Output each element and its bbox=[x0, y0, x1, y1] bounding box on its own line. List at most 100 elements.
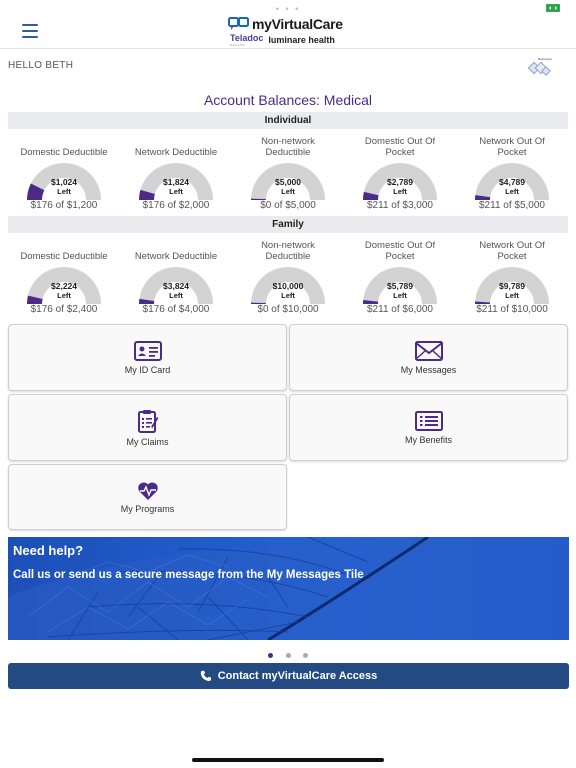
contact-access-button[interactable]: Contact myVirtualCare Access bbox=[8, 663, 569, 689]
gauge-label: Domestic Out Of Pocket bbox=[364, 136, 436, 158]
gauge-used-text: $211 of $3,000 bbox=[367, 200, 433, 211]
gauge-remaining-amount: $4,789 bbox=[499, 177, 525, 187]
gauge-arc bbox=[363, 267, 437, 304]
carousel-dot-3[interactable] bbox=[302, 653, 308, 658]
gauge-left-label: Left bbox=[57, 291, 71, 300]
gauge-label: Domestic Deductible bbox=[20, 251, 108, 262]
gauge-label: Network Deductible bbox=[134, 147, 218, 158]
gauge-fill bbox=[363, 299, 379, 304]
gauge-left-label: Left bbox=[281, 187, 295, 196]
gauge-arc bbox=[363, 163, 437, 200]
teladoc-logo: Teladoc HEALTH bbox=[230, 33, 264, 47]
gauge-fill bbox=[475, 301, 491, 304]
gauge-left-label: Left bbox=[169, 187, 183, 196]
gauge-used-text: $0 of $5,000 bbox=[260, 200, 316, 211]
carousel-indicators bbox=[0, 645, 576, 663]
family-gauge-1: Domestic Deductible $2,224 Left $176 of $2,… bbox=[8, 234, 120, 320]
gauge-fill bbox=[363, 191, 379, 200]
individual-gauge-3: Non-network Deductible $5,000 Left $0 of $5… bbox=[232, 130, 344, 216]
claims-tile[interactable]: My Claims bbox=[8, 394, 287, 461]
svg-text:Bostonlyte: Bostonlyte bbox=[538, 57, 552, 61]
gauge-label: Domestic Deductible bbox=[20, 147, 108, 158]
expand-icon[interactable] bbox=[546, 4, 560, 12]
gauge-track bbox=[475, 267, 549, 304]
gauge-left-label: Left bbox=[169, 291, 183, 300]
envelope-icon bbox=[414, 341, 443, 361]
greeting: HELLO BETH bbox=[8, 60, 74, 71]
gauge-track bbox=[363, 267, 437, 304]
gauge-fill bbox=[251, 302, 267, 304]
programs-label: My Programs bbox=[120, 504, 175, 514]
gauge-track bbox=[363, 163, 437, 200]
list-icon bbox=[414, 411, 443, 431]
gauge-arc bbox=[251, 267, 325, 304]
gauge-remaining-amount: $10,000 bbox=[272, 281, 304, 291]
heart-pulse-icon bbox=[137, 482, 158, 500]
family-gauge-5: Network Out Of Pocket $9,789 Left $211 of $… bbox=[456, 234, 568, 320]
gauge-left-label: Left bbox=[281, 291, 295, 300]
benefits-label: My Benefits bbox=[404, 435, 453, 445]
gauge-fill bbox=[475, 195, 491, 200]
gauge-used-text: $176 of $2,400 bbox=[30, 304, 98, 315]
phone-icon bbox=[200, 670, 211, 682]
gauge-label: Non-network Deductible bbox=[261, 136, 315, 158]
individual-gauge-4: Domestic Out Of Pocket $2,789 Left $211 of … bbox=[344, 130, 456, 216]
banner-text: Call us or send us a secure message from… bbox=[13, 569, 364, 581]
header-divider bbox=[0, 48, 576, 49]
gauge-left-label: Left bbox=[505, 187, 519, 196]
gauge-arc bbox=[251, 163, 325, 200]
gauge-left-label: Left bbox=[57, 187, 71, 196]
claims-label: My Claims bbox=[126, 437, 169, 447]
luminare-logo: luminare health bbox=[268, 35, 335, 45]
gauge-arc bbox=[475, 163, 549, 200]
gauge-arc bbox=[27, 163, 101, 200]
gauge-remaining-amount: $2,789 bbox=[387, 177, 413, 187]
family-gauge-3: Non-network Deductible $10,000 Left $0 of $… bbox=[232, 234, 344, 320]
employer-logo-icon: Bostonlyte bbox=[527, 57, 552, 76]
gauge-track bbox=[251, 163, 325, 200]
id-card-tile[interactable]: My ID Card bbox=[8, 324, 287, 391]
gauge-used-text: $176 of $2,000 bbox=[142, 200, 210, 211]
gauge-label: Domestic Out Of Pocket bbox=[364, 240, 436, 262]
gauge-used-text: $211 of $5,000 bbox=[479, 200, 545, 211]
family-gauges: Domestic Deductible $2,224 Left $176 of $2,… bbox=[8, 234, 568, 320]
gauge-label: Non-network Deductible bbox=[261, 240, 315, 262]
carousel-dot-1[interactable] bbox=[268, 653, 274, 658]
carousel-dot-2[interactable] bbox=[285, 653, 291, 658]
family-gauge-4: Domestic Out Of Pocket $5,789 Left $211 of … bbox=[344, 234, 456, 320]
programs-tile[interactable]: My Programs bbox=[8, 464, 287, 530]
clipboard-icon bbox=[137, 410, 158, 433]
multitask-dots[interactable]: • • • bbox=[275, 4, 301, 14]
banner-title: Need help? bbox=[13, 543, 84, 558]
brand-title: myVirtualCare bbox=[252, 16, 343, 32]
gauge-left-label: Left bbox=[393, 291, 407, 300]
gauge-fill bbox=[139, 189, 155, 200]
gauge-arc bbox=[139, 163, 213, 200]
gauge-fill bbox=[139, 298, 155, 304]
gauge-left-label: Left bbox=[393, 187, 407, 196]
gauge-track bbox=[251, 267, 325, 304]
brand-logo: myVirtualCare Teladoc HEALTH luminare he… bbox=[228, 16, 358, 47]
gauge-remaining-amount: $9,789 bbox=[499, 281, 525, 291]
gauge-used-text: $176 of $1,200 bbox=[30, 200, 98, 211]
gauge-used-text: $211 of $6,000 bbox=[367, 304, 433, 315]
gauge-track bbox=[475, 163, 549, 200]
gauge-arc bbox=[475, 267, 549, 304]
messages-tile[interactable]: My Messages bbox=[289, 324, 568, 391]
individual-gauges: Domestic Deductible $1,024 Left $176 of $1,… bbox=[8, 130, 568, 216]
benefits-tile[interactable]: My Benefits bbox=[289, 394, 568, 461]
gauge-track bbox=[139, 267, 213, 304]
individual-gauge-5: Network Out Of Pocket $4,789 Left $211 of $… bbox=[456, 130, 568, 216]
leaf-background-image bbox=[8, 537, 569, 640]
gauge-remaining-amount: $5,000 bbox=[275, 177, 301, 187]
messages-label: My Messages bbox=[400, 365, 457, 375]
help-banner[interactable]: Need help? Call us or send us a secure m… bbox=[8, 537, 569, 640]
home-indicator[interactable] bbox=[192, 758, 384, 762]
hamburger-icon[interactable] bbox=[22, 24, 38, 38]
gauge-fill bbox=[27, 183, 45, 200]
gauge-remaining-amount: $5,789 bbox=[387, 281, 413, 291]
brand-mark-icon bbox=[228, 17, 249, 30]
gauge-remaining-amount: $3,824 bbox=[163, 281, 189, 291]
gauge-remaining-amount: $1,824 bbox=[163, 177, 189, 187]
